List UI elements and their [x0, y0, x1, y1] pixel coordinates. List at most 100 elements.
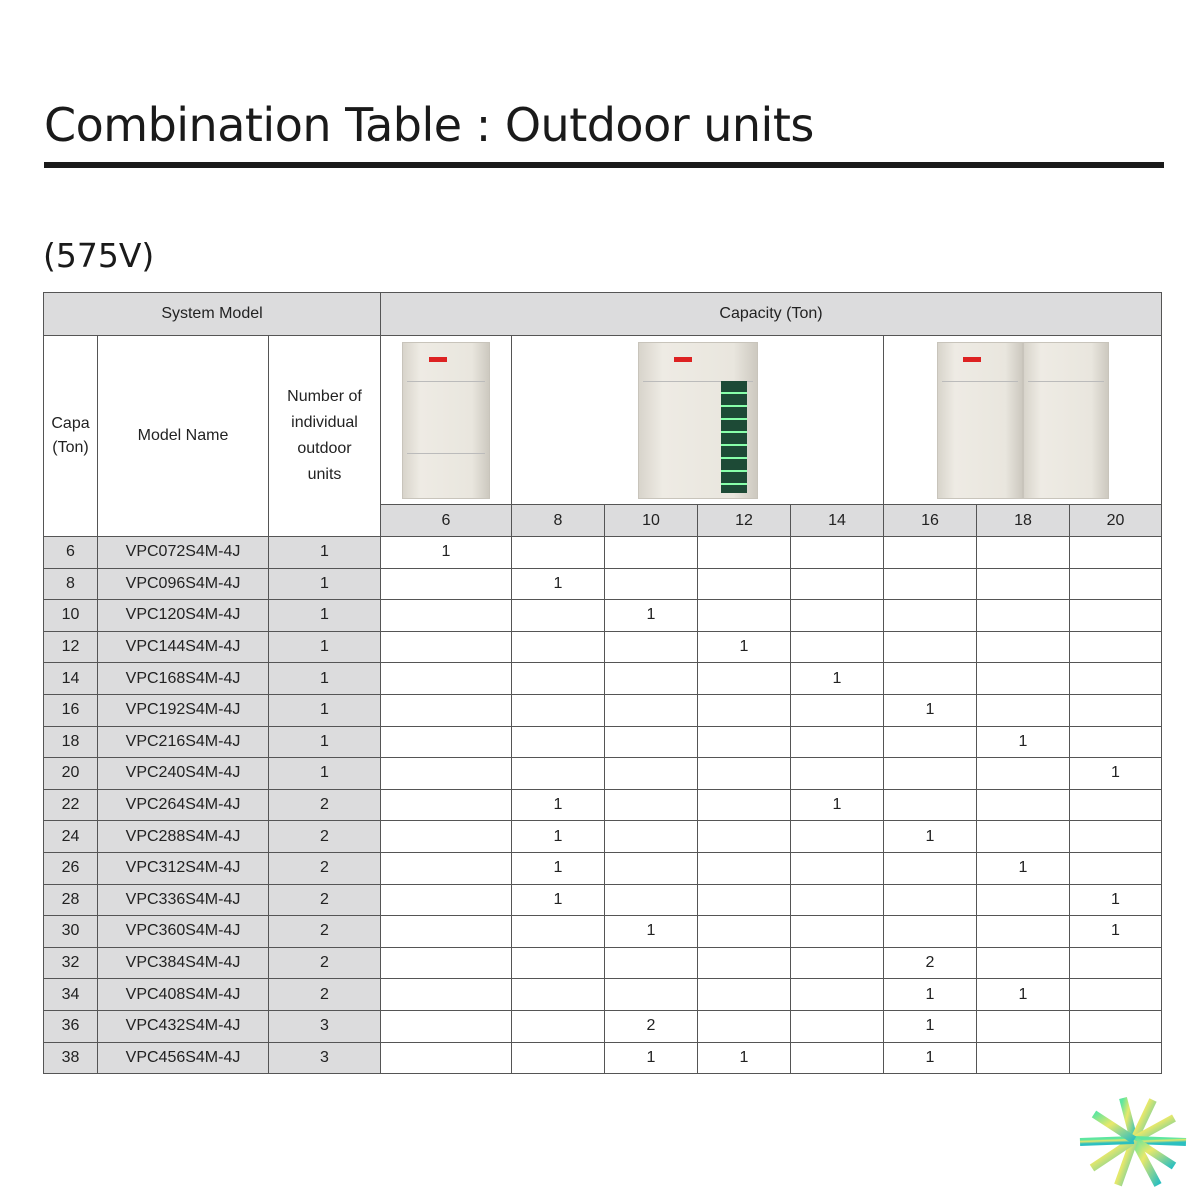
- capa-cell: 34: [43, 978, 98, 1011]
- combination-cell: [1069, 788, 1162, 822]
- unit-count-cell: 1: [268, 630, 381, 664]
- combination-cell: [883, 788, 977, 822]
- combination-cell: [604, 567, 698, 601]
- combination-cell: [380, 946, 512, 980]
- combination-cell: [790, 757, 884, 790]
- combination-cell: 1: [604, 915, 698, 948]
- combination-cell: [604, 788, 698, 822]
- combination-cell: [883, 662, 977, 695]
- combination-cell: [697, 536, 791, 569]
- capa-cell: 32: [43, 946, 98, 980]
- ton-header-6: 6: [380, 504, 512, 537]
- combination-cell: [976, 630, 1070, 664]
- combination-cell: 1: [976, 725, 1070, 759]
- model-name-cell: VPC168S4M-4J: [97, 662, 269, 695]
- combination-cell: 1: [697, 1041, 791, 1075]
- combination-cell: 1: [511, 883, 605, 917]
- combination-cell: 1: [511, 567, 605, 601]
- combination-cell: [380, 693, 512, 727]
- capa-header: Capa (Ton): [43, 335, 98, 537]
- unit-count-cell: 2: [268, 851, 381, 885]
- unit-count-cell: 1: [268, 725, 381, 759]
- combination-cell: [697, 757, 791, 790]
- combination-cell: [1069, 851, 1162, 885]
- combination-cell: 1: [976, 851, 1070, 885]
- table-row: 16 VPC192S4M-4J 1 1: [43, 693, 1162, 727]
- combination-cell: [1069, 662, 1162, 695]
- unit-image-coil: [511, 335, 884, 505]
- unit-count-cell: 1: [268, 662, 381, 695]
- model-name-cell: VPC240S4M-4J: [97, 757, 269, 790]
- table-row: 24 VPC288S4M-4J 2 1 1: [43, 820, 1162, 853]
- ton-header-12: 12: [697, 504, 791, 537]
- combination-cell: [790, 851, 884, 885]
- table-row: 10 VPC120S4M-4J 1 1: [43, 599, 1162, 632]
- model-name-cell: VPC216S4M-4J: [97, 725, 269, 759]
- combination-cell: 1: [604, 599, 698, 632]
- model-name-cell: VPC456S4M-4J: [97, 1041, 269, 1075]
- combination-cell: [604, 536, 698, 569]
- model-name-cell: VPC312S4M-4J: [97, 851, 269, 885]
- capa-cell: 24: [43, 820, 98, 853]
- combination-cell: [976, 915, 1070, 948]
- unit-count-cell: 2: [268, 946, 381, 980]
- combination-cell: [697, 978, 791, 1011]
- combination-cell: 1: [883, 820, 977, 853]
- capa-cell: 8: [43, 567, 98, 601]
- combination-cell: 1: [883, 978, 977, 1011]
- capa-cell: 28: [43, 883, 98, 917]
- combination-cell: [604, 757, 698, 790]
- title-divider: [44, 162, 1164, 168]
- capa-cell: 26: [43, 851, 98, 885]
- combination-cell: [790, 883, 884, 917]
- combination-cell: [883, 567, 977, 601]
- combination-cell: [697, 820, 791, 853]
- combination-cell: 2: [883, 946, 977, 980]
- model-name-cell: VPC408S4M-4J: [97, 978, 269, 1011]
- combination-cell: [380, 915, 512, 948]
- combination-cell: [790, 599, 884, 632]
- section-subtitle: (575V): [43, 236, 155, 275]
- combination-table: System Model Capacity (Ton) Capa (Ton) M…: [43, 292, 1162, 1075]
- combination-cell: [976, 567, 1070, 601]
- combination-cell: [511, 946, 605, 980]
- ton-header-10: 10: [604, 504, 698, 537]
- table-row: 30 VPC360S4M-4J 2 1 1: [43, 915, 1162, 948]
- capa-cell: 16: [43, 693, 98, 727]
- combination-cell: [697, 693, 791, 727]
- combination-cell: [976, 1041, 1070, 1075]
- combination-cell: 2: [604, 1009, 698, 1043]
- combination-cell: [976, 599, 1070, 632]
- system-model-header: System Model: [43, 292, 381, 336]
- combination-cell: [1069, 630, 1162, 664]
- model-name-cell: VPC432S4M-4J: [97, 1009, 269, 1043]
- combination-cell: 1: [697, 630, 791, 664]
- combination-cell: [697, 851, 791, 885]
- combination-cell: [511, 915, 605, 948]
- model-name-header: Model Name: [97, 335, 269, 537]
- combination-cell: 1: [790, 662, 884, 695]
- combination-cell: 1: [1069, 883, 1162, 917]
- combination-cell: [1069, 536, 1162, 569]
- combination-cell: [511, 662, 605, 695]
- table-row: 34 VPC408S4M-4J 2 1 1: [43, 978, 1162, 1011]
- model-name-cell: VPC096S4M-4J: [97, 567, 269, 601]
- combination-cell: [511, 599, 605, 632]
- combination-cell: [604, 725, 698, 759]
- combination-cell: [1069, 946, 1162, 980]
- unit-count-cell: 2: [268, 820, 381, 853]
- table-row: 12 VPC144S4M-4J 1 1: [43, 630, 1162, 664]
- unit-count-cell: 1: [268, 567, 381, 601]
- combination-cell: [883, 757, 977, 790]
- capa-cell: 36: [43, 1009, 98, 1043]
- unit-count-cell: 2: [268, 788, 381, 822]
- combination-cell: [976, 1009, 1070, 1043]
- combination-cell: [1069, 567, 1162, 601]
- combination-cell: [883, 536, 977, 569]
- capacity-header: Capacity (Ton): [380, 292, 1162, 336]
- combination-cell: [697, 946, 791, 980]
- unit-count-cell: 1: [268, 757, 381, 790]
- combination-cell: 1: [883, 1041, 977, 1075]
- table-row: 6 VPC072S4M-4J 1 1: [43, 536, 1162, 569]
- model-name-cell: VPC264S4M-4J: [97, 788, 269, 822]
